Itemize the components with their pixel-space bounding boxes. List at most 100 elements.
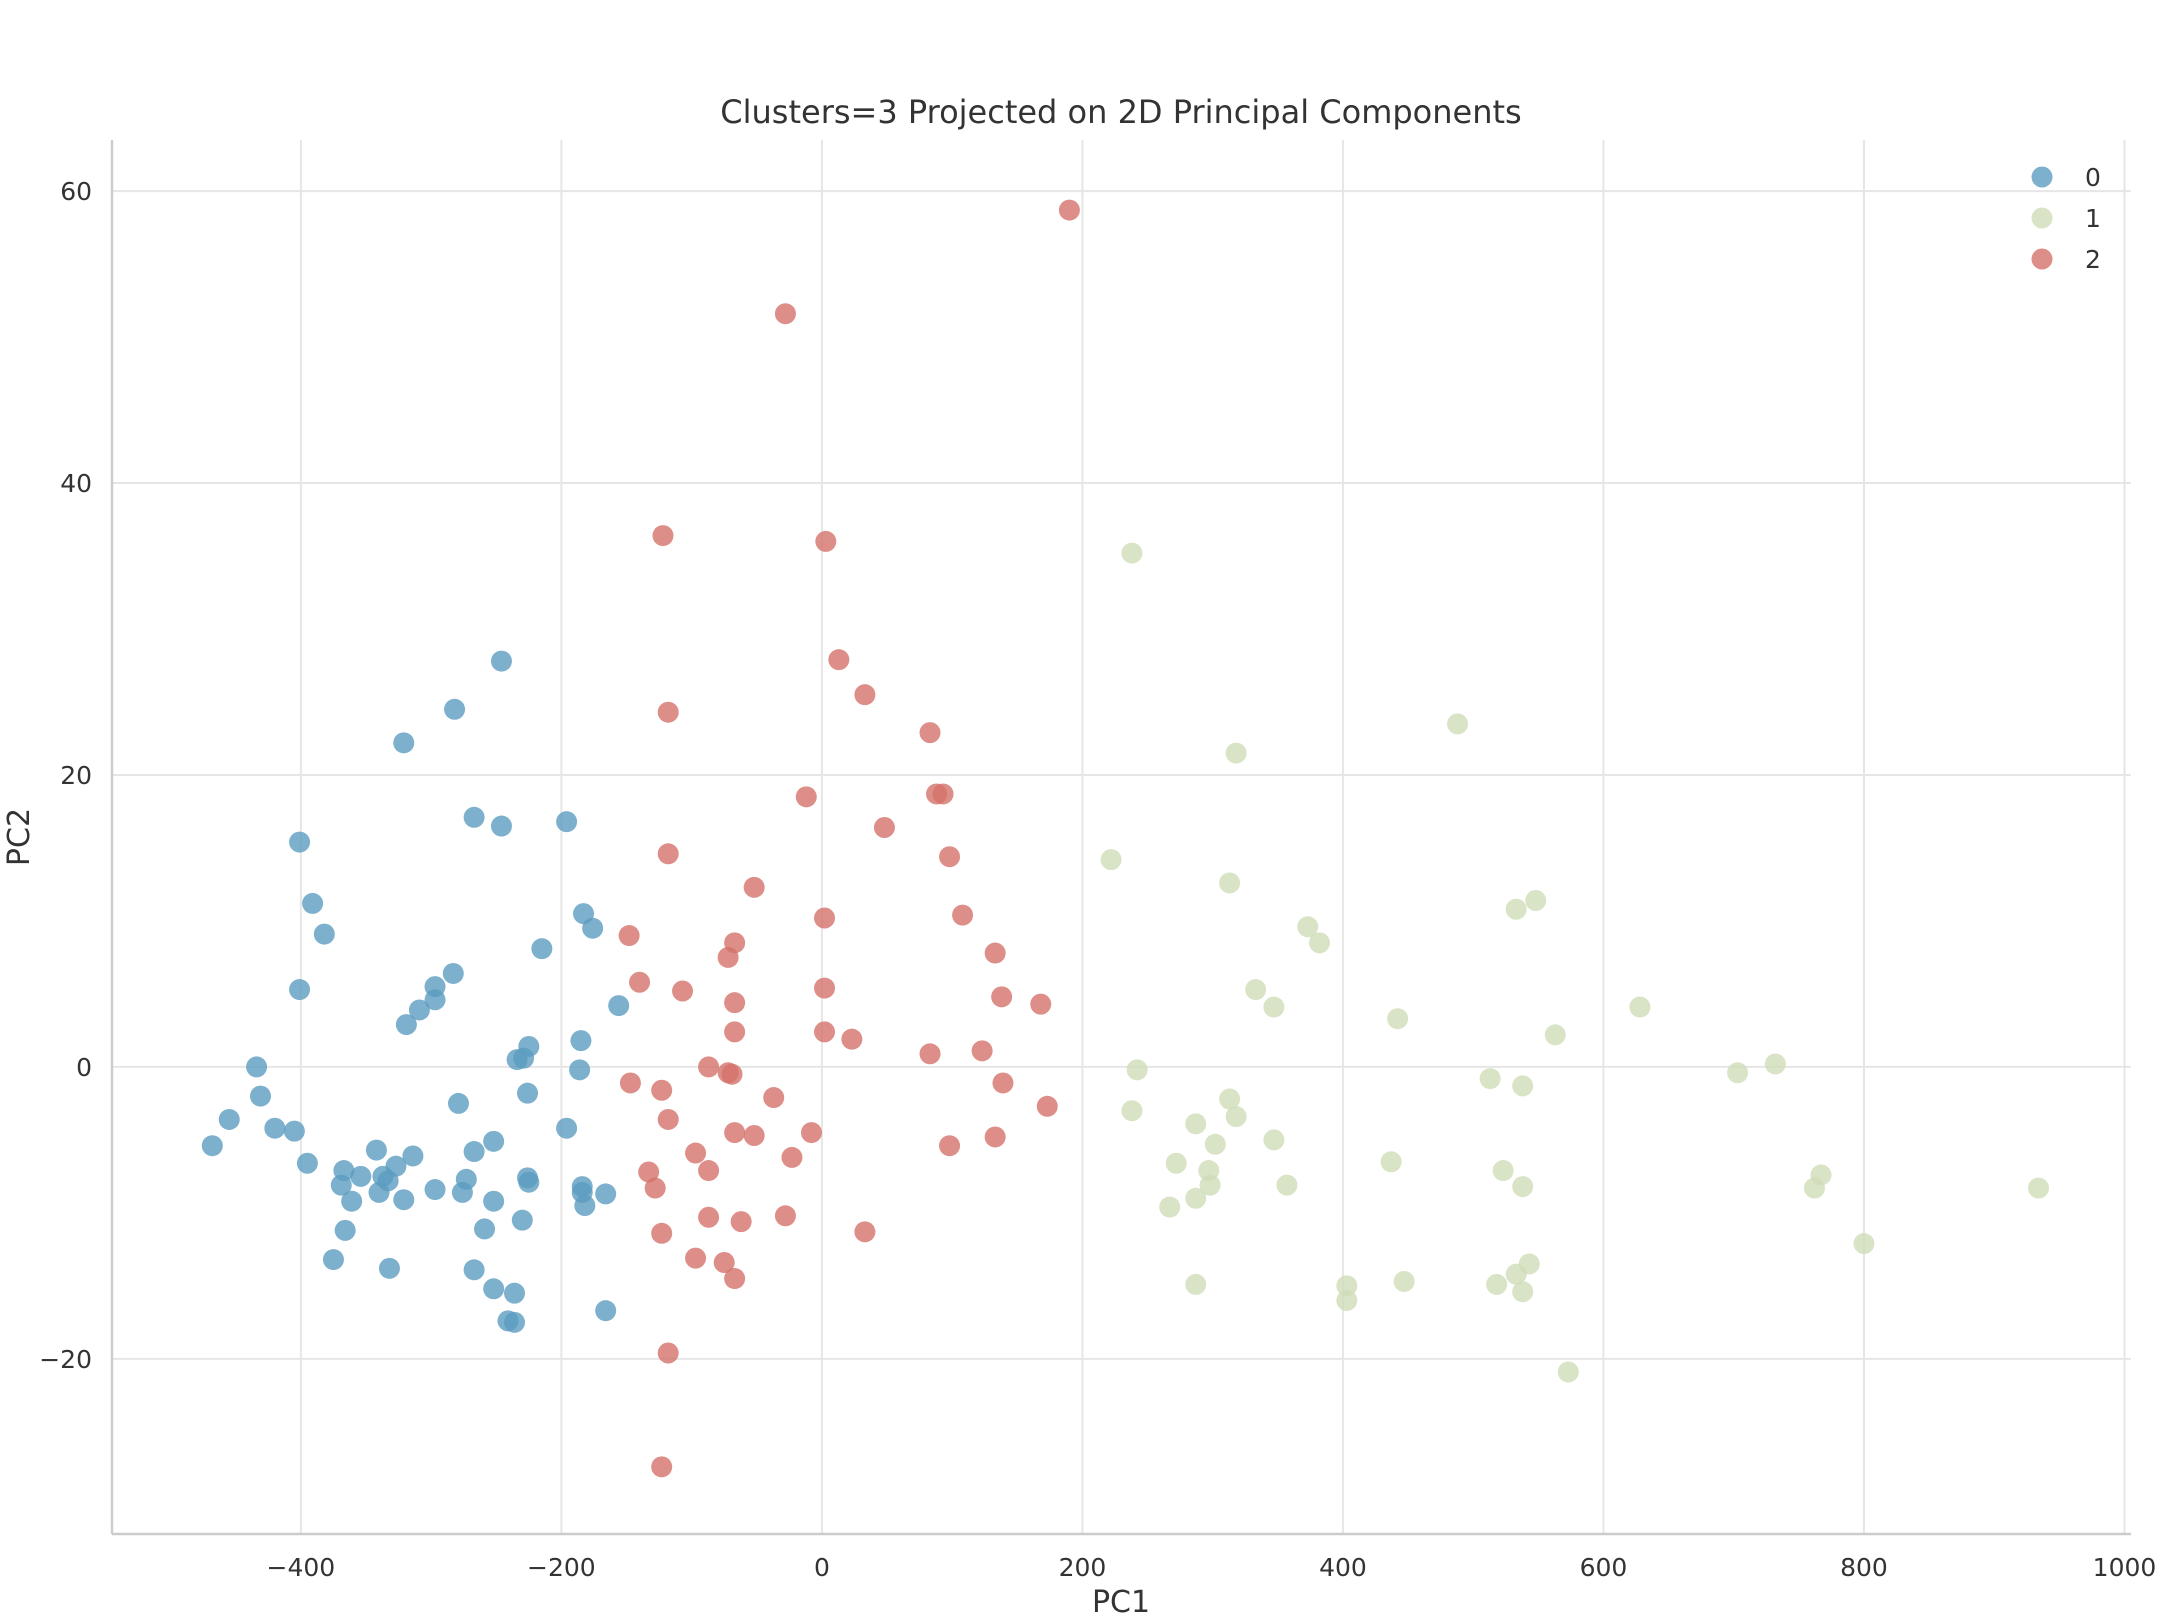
data-point [595, 1300, 617, 1322]
data-point [289, 979, 311, 1001]
data-point [652, 525, 674, 547]
data-point [724, 1021, 746, 1043]
data-point [814, 977, 836, 999]
data-point [334, 1219, 356, 1241]
data-point [1557, 1361, 1579, 1383]
data-point [1219, 872, 1241, 894]
legend-marker [2031, 166, 2053, 188]
data-point [657, 701, 679, 723]
data-point [289, 831, 311, 853]
data-point [1525, 889, 1547, 911]
legend-item-0: 0 [2031, 163, 2101, 192]
data-point [503, 1311, 525, 1333]
data-point [657, 843, 679, 865]
data-point [1121, 1100, 1143, 1122]
data-point [283, 1120, 305, 1142]
data-point [385, 1155, 407, 1177]
data-point [984, 942, 1006, 964]
legend: 0 1 2 [2031, 163, 2101, 274]
data-point [724, 1122, 746, 1144]
data-point [724, 992, 746, 1014]
data-point [1512, 1075, 1534, 1097]
data-point [1185, 1187, 1207, 1209]
data-point [365, 1139, 387, 1161]
data-point [730, 1211, 752, 1233]
data-point [854, 684, 876, 706]
data-point [939, 1135, 961, 1157]
data-point [350, 1165, 372, 1187]
data-point [619, 1072, 641, 1094]
data-point [1058, 199, 1080, 221]
data-point [814, 1021, 836, 1043]
x-tick-label: −400 [267, 1553, 336, 1582]
data-point [1492, 1160, 1514, 1182]
x-tick-label: 0 [814, 1553, 830, 1582]
data-point [932, 783, 954, 805]
data-point [556, 811, 578, 833]
data-point [1810, 1164, 1832, 1186]
series-1 [1100, 542, 2050, 1383]
data-point [1512, 1176, 1534, 1198]
y-tick-label: −20 [39, 1345, 92, 1374]
data-point [992, 1072, 1014, 1094]
data-point [2028, 1177, 2050, 1199]
data-point [1030, 993, 1052, 1015]
data-point [490, 650, 512, 672]
data-point [873, 817, 895, 839]
data-point [302, 892, 324, 914]
data-point [608, 995, 630, 1017]
data-point [919, 722, 941, 744]
data-point [1100, 849, 1122, 871]
data-point [1126, 1059, 1148, 1081]
data-point [713, 1251, 735, 1273]
data-point [1518, 1253, 1540, 1275]
data-point [657, 1108, 679, 1130]
data-point [828, 649, 850, 671]
data-point [724, 932, 746, 954]
legend-marker [2031, 248, 2053, 270]
x-tick-label: 600 [1580, 1553, 1628, 1582]
data-point [313, 923, 335, 945]
data-point [841, 1028, 863, 1050]
data-point [1512, 1281, 1534, 1303]
data-point [296, 1152, 318, 1174]
data-point [672, 980, 694, 1002]
data-point [651, 1222, 673, 1244]
data-point [629, 971, 651, 993]
data-point [1505, 898, 1527, 920]
data-point [774, 303, 796, 325]
data-point [1121, 542, 1143, 564]
data-point [638, 1161, 660, 1183]
data-point [685, 1142, 707, 1164]
axes [110, 140, 2131, 1536]
data-point [1336, 1275, 1358, 1297]
data-point [743, 876, 765, 898]
y-tick-label: 60 [60, 177, 92, 206]
data-point [531, 938, 553, 960]
data-point [971, 1040, 993, 1062]
data-point [618, 925, 640, 947]
data-points [201, 199, 2050, 1478]
x-axis-title: PC1 [1092, 1585, 1150, 1614]
series-0 [201, 650, 630, 1333]
data-point [651, 1456, 673, 1478]
data-point [991, 986, 1013, 1008]
data-point [395, 1014, 417, 1036]
data-point [1380, 1151, 1402, 1173]
data-point [1336, 1289, 1358, 1311]
data-point [698, 1206, 720, 1228]
x-tick-label: 800 [1840, 1553, 1888, 1582]
data-point [378, 1257, 400, 1279]
data-point [483, 1130, 505, 1152]
data-point [952, 904, 974, 926]
x-tick-label: 1000 [2093, 1553, 2157, 1582]
data-point [1199, 1174, 1221, 1196]
data-point [333, 1160, 355, 1182]
data-point [795, 786, 817, 808]
data-point [402, 1145, 424, 1167]
legend-label: 1 [2085, 204, 2101, 233]
data-point [685, 1247, 707, 1269]
data-point [781, 1146, 803, 1168]
data-point [1727, 1062, 1749, 1084]
